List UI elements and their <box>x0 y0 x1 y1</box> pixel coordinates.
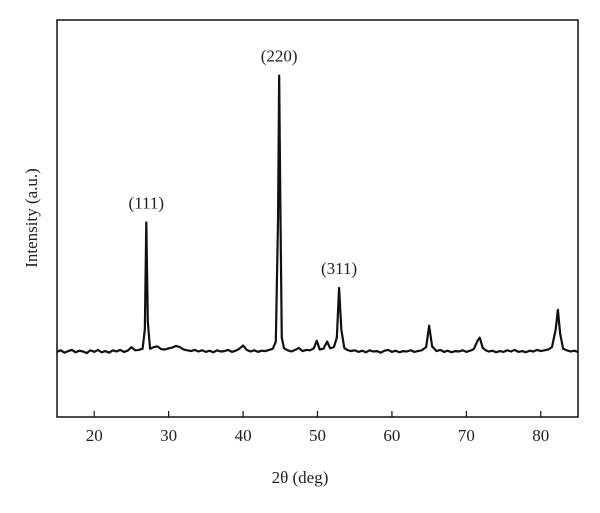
peak-label: (111) <box>129 193 165 212</box>
x-axis-label: 2θ (deg) <box>272 468 329 487</box>
x-tick-label: 40 <box>235 426 252 445</box>
x-tick-label: 60 <box>383 426 400 445</box>
peak-label: (220) <box>261 47 298 66</box>
x-tick-label: 70 <box>458 426 475 445</box>
xrd-pattern <box>56 74 579 355</box>
peak-label: (311) <box>321 259 357 278</box>
x-tick-label: 80 <box>532 426 549 445</box>
x-tick-label: 20 <box>86 426 103 445</box>
y-axis-label: Intensity (a.u.) <box>22 168 41 268</box>
plot-frame <box>56 19 579 418</box>
x-tick-label: 30 <box>160 426 177 445</box>
x-tick-label: 50 <box>309 426 326 445</box>
